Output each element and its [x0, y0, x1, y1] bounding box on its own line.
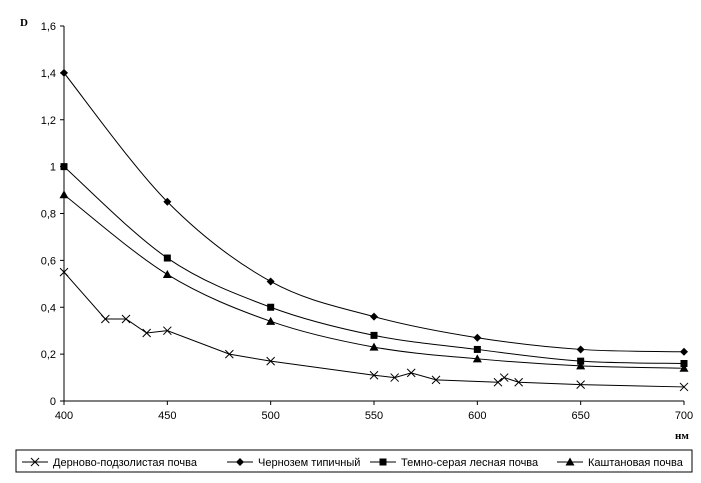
- y-tick-label: 1: [50, 162, 56, 174]
- data-point: [162, 326, 172, 336]
- data-point: [142, 328, 152, 338]
- data-point: [162, 269, 172, 278]
- data-point: [370, 331, 378, 339]
- data-point: [390, 373, 400, 382]
- legend-label: Темно-серая лесная почва: [401, 457, 539, 469]
- data-point: [514, 377, 524, 387]
- data-point: [100, 314, 110, 324]
- legend-item: Темно-серая лесная почва: [370, 457, 539, 469]
- y-tick-label: 0,2: [41, 349, 56, 361]
- series-square: [60, 163, 688, 367]
- legend-marker: [236, 458, 244, 466]
- data-point: [576, 345, 585, 354]
- data-point: [121, 314, 131, 324]
- data-point: [493, 377, 503, 387]
- data-point: [576, 380, 586, 389]
- series-line: [63, 271, 685, 388]
- legend-marker: [565, 457, 575, 466]
- data-point: [472, 354, 482, 363]
- data-point: [431, 375, 441, 385]
- data-point: [59, 267, 69, 277]
- data-point: [267, 303, 275, 311]
- legend-items: Дерново-подзолистая почва Чернозем типичн…: [22, 457, 684, 469]
- legend-box: [15, 449, 693, 473]
- legend-item: Чернозем типичный: [227, 457, 360, 469]
- series-line: [63, 72, 685, 353]
- data-point: [163, 197, 172, 206]
- legend-item: Каштановая почва: [557, 457, 684, 469]
- x-tick-label: 500: [261, 410, 279, 422]
- data-point: [680, 347, 688, 356]
- data-point: [266, 277, 275, 286]
- x-tick-label: 400: [55, 410, 73, 422]
- legend-item: Дерново-подзолистая почва: [22, 457, 198, 469]
- series-diamond: [60, 68, 688, 356]
- data-point: [163, 254, 171, 262]
- x-axis-title: нм: [675, 430, 689, 442]
- data-point: [266, 316, 276, 325]
- x-tick-label: 450: [158, 410, 176, 422]
- series-line: [63, 194, 685, 369]
- y-ticks: 0 0,2 0,4 0,6 0,8 1 1,2 1,4 1,6: [41, 21, 64, 408]
- data-point: [369, 342, 379, 351]
- y-tick-label: 0,4: [41, 302, 56, 314]
- data-point: [406, 368, 416, 378]
- x-tick-label: 650: [571, 410, 589, 422]
- data-point: [680, 360, 688, 367]
- legend-label: Дерново-подзолистая почва: [53, 457, 198, 469]
- data-point: [369, 370, 379, 380]
- legend-marker: [30, 457, 40, 467]
- data-point: [370, 312, 378, 321]
- x-tick-label: 700: [675, 410, 693, 422]
- y-tick-label: 1,4: [41, 68, 56, 80]
- data-point: [499, 373, 509, 382]
- data-point: [577, 357, 585, 365]
- y-tick-label: 0: [50, 396, 56, 408]
- y-tick-label: 0,6: [41, 255, 56, 267]
- series-x: [59, 267, 689, 392]
- data-point: [224, 349, 234, 359]
- legend-marker: [379, 458, 387, 466]
- legend: Дерново-подзолистая почва Чернозем типичн…: [15, 449, 693, 473]
- plot-area: 0 0,2 0,4 0,6 0,8 1 1,2 1,4 1,6 400 450 500 550 600 6…: [41, 21, 693, 422]
- data-point: [266, 356, 276, 366]
- series-triangle: [59, 190, 689, 372]
- y-tick-label: 1,2: [41, 115, 56, 127]
- data-point: [59, 190, 69, 199]
- x-ticks: 400 450 500 550 600 650 700: [55, 401, 693, 422]
- legend-label: Каштановая почва: [588, 457, 684, 469]
- series-layer: [59, 68, 689, 392]
- data-point: [60, 68, 68, 77]
- legend-label: Чернозем типичный: [258, 457, 360, 469]
- x-tick-label: 600: [468, 410, 486, 422]
- data-point: [576, 361, 586, 370]
- y-tick-label: 0,8: [41, 209, 56, 221]
- data-point: [473, 345, 481, 353]
- data-point: [679, 363, 689, 372]
- data-point: [679, 382, 689, 392]
- data-point: [60, 163, 68, 171]
- y-axis-title: D: [20, 17, 28, 29]
- y-tick-label: 1,6: [41, 21, 56, 33]
- data-point: [473, 333, 482, 342]
- x-tick-label: 550: [365, 410, 383, 422]
